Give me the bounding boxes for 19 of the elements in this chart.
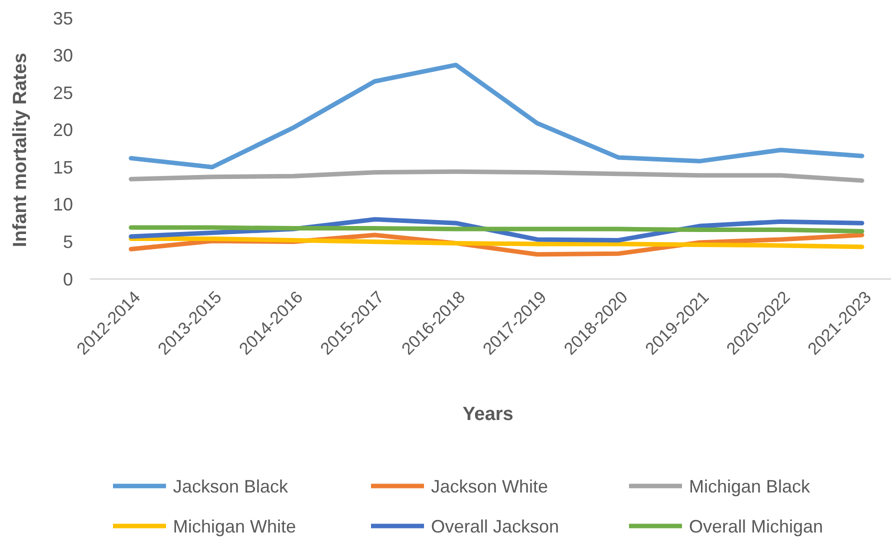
y-tick-label: 25 [52, 82, 73, 103]
legend-label: Jackson Black [173, 476, 290, 496]
y-tick-label: 20 [52, 120, 73, 140]
legend-label: Michigan Black [689, 476, 812, 496]
y-tick-label: 35 [52, 8, 73, 28]
line-series [128, 236, 864, 250]
y-tick-label: 30 [52, 46, 73, 66]
line-series [128, 62, 864, 170]
y-tick-label: 15 [52, 157, 73, 178]
y-tick-label: 5 [62, 232, 73, 252]
line-series [128, 169, 864, 183]
y-axis-title: Infant mortality Rates [10, 52, 31, 248]
y-tick-label: 0 [62, 269, 73, 290]
y-tick-label: 10 [52, 194, 73, 215]
legend-label: Jackson White [431, 476, 548, 496]
legend-label: Overall Jackson [431, 516, 560, 536]
x-axis-title: Years [462, 404, 514, 425]
legend-label: Michigan White [173, 516, 296, 536]
legend-label: Overall Michigan [689, 516, 824, 536]
